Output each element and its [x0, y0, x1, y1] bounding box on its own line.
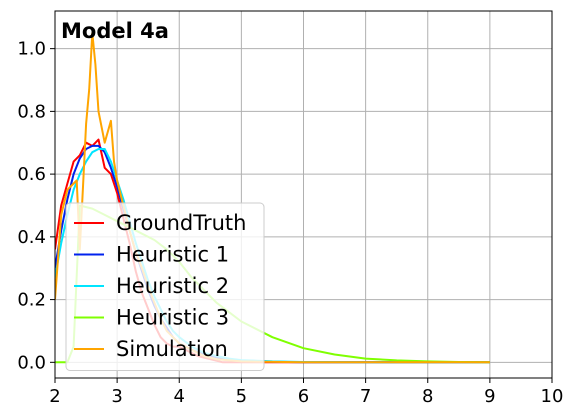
x-tick-label: 8: [422, 386, 433, 407]
x-tick-label: 5: [236, 386, 247, 407]
y-tick-label: 0.2: [17, 290, 46, 311]
y-tick-label: 0.8: [17, 101, 46, 122]
legend-label-simulation: Simulation: [116, 337, 228, 361]
y-tick-label: 0.0: [17, 352, 46, 373]
legend-label-heuristic-1: Heuristic 1: [116, 243, 229, 267]
y-tick-label: 0.4: [17, 227, 46, 248]
x-tick-label: 2: [49, 386, 60, 407]
chart-title: Model 4a: [61, 19, 169, 43]
legend-label-heuristic-3: Heuristic 3: [116, 306, 229, 330]
x-tick-label: 4: [174, 386, 185, 407]
legend-label-groundtruth: GroundTruth: [116, 211, 246, 235]
y-tick-label: 1.0: [17, 39, 46, 60]
legend-box: [65, 202, 265, 371]
axis-ticks: 2 3 4 5 6 7 8 9 10 0.0 0.2 0.4 0.6 0.8 1.0: [17, 39, 563, 407]
y-tick-label: 0.6: [17, 164, 46, 185]
x-tick-label: 7: [360, 386, 371, 407]
x-tick-label: 6: [298, 386, 309, 407]
x-tick-label: 10: [541, 386, 564, 407]
legend: GroundTruth Heuristic 1 Heuristic 2 Heurist…: [65, 202, 265, 371]
legend-label-heuristic-2: Heuristic 2: [116, 274, 229, 298]
x-tick-label: 9: [484, 386, 495, 407]
x-tick-label: 3: [111, 386, 122, 407]
